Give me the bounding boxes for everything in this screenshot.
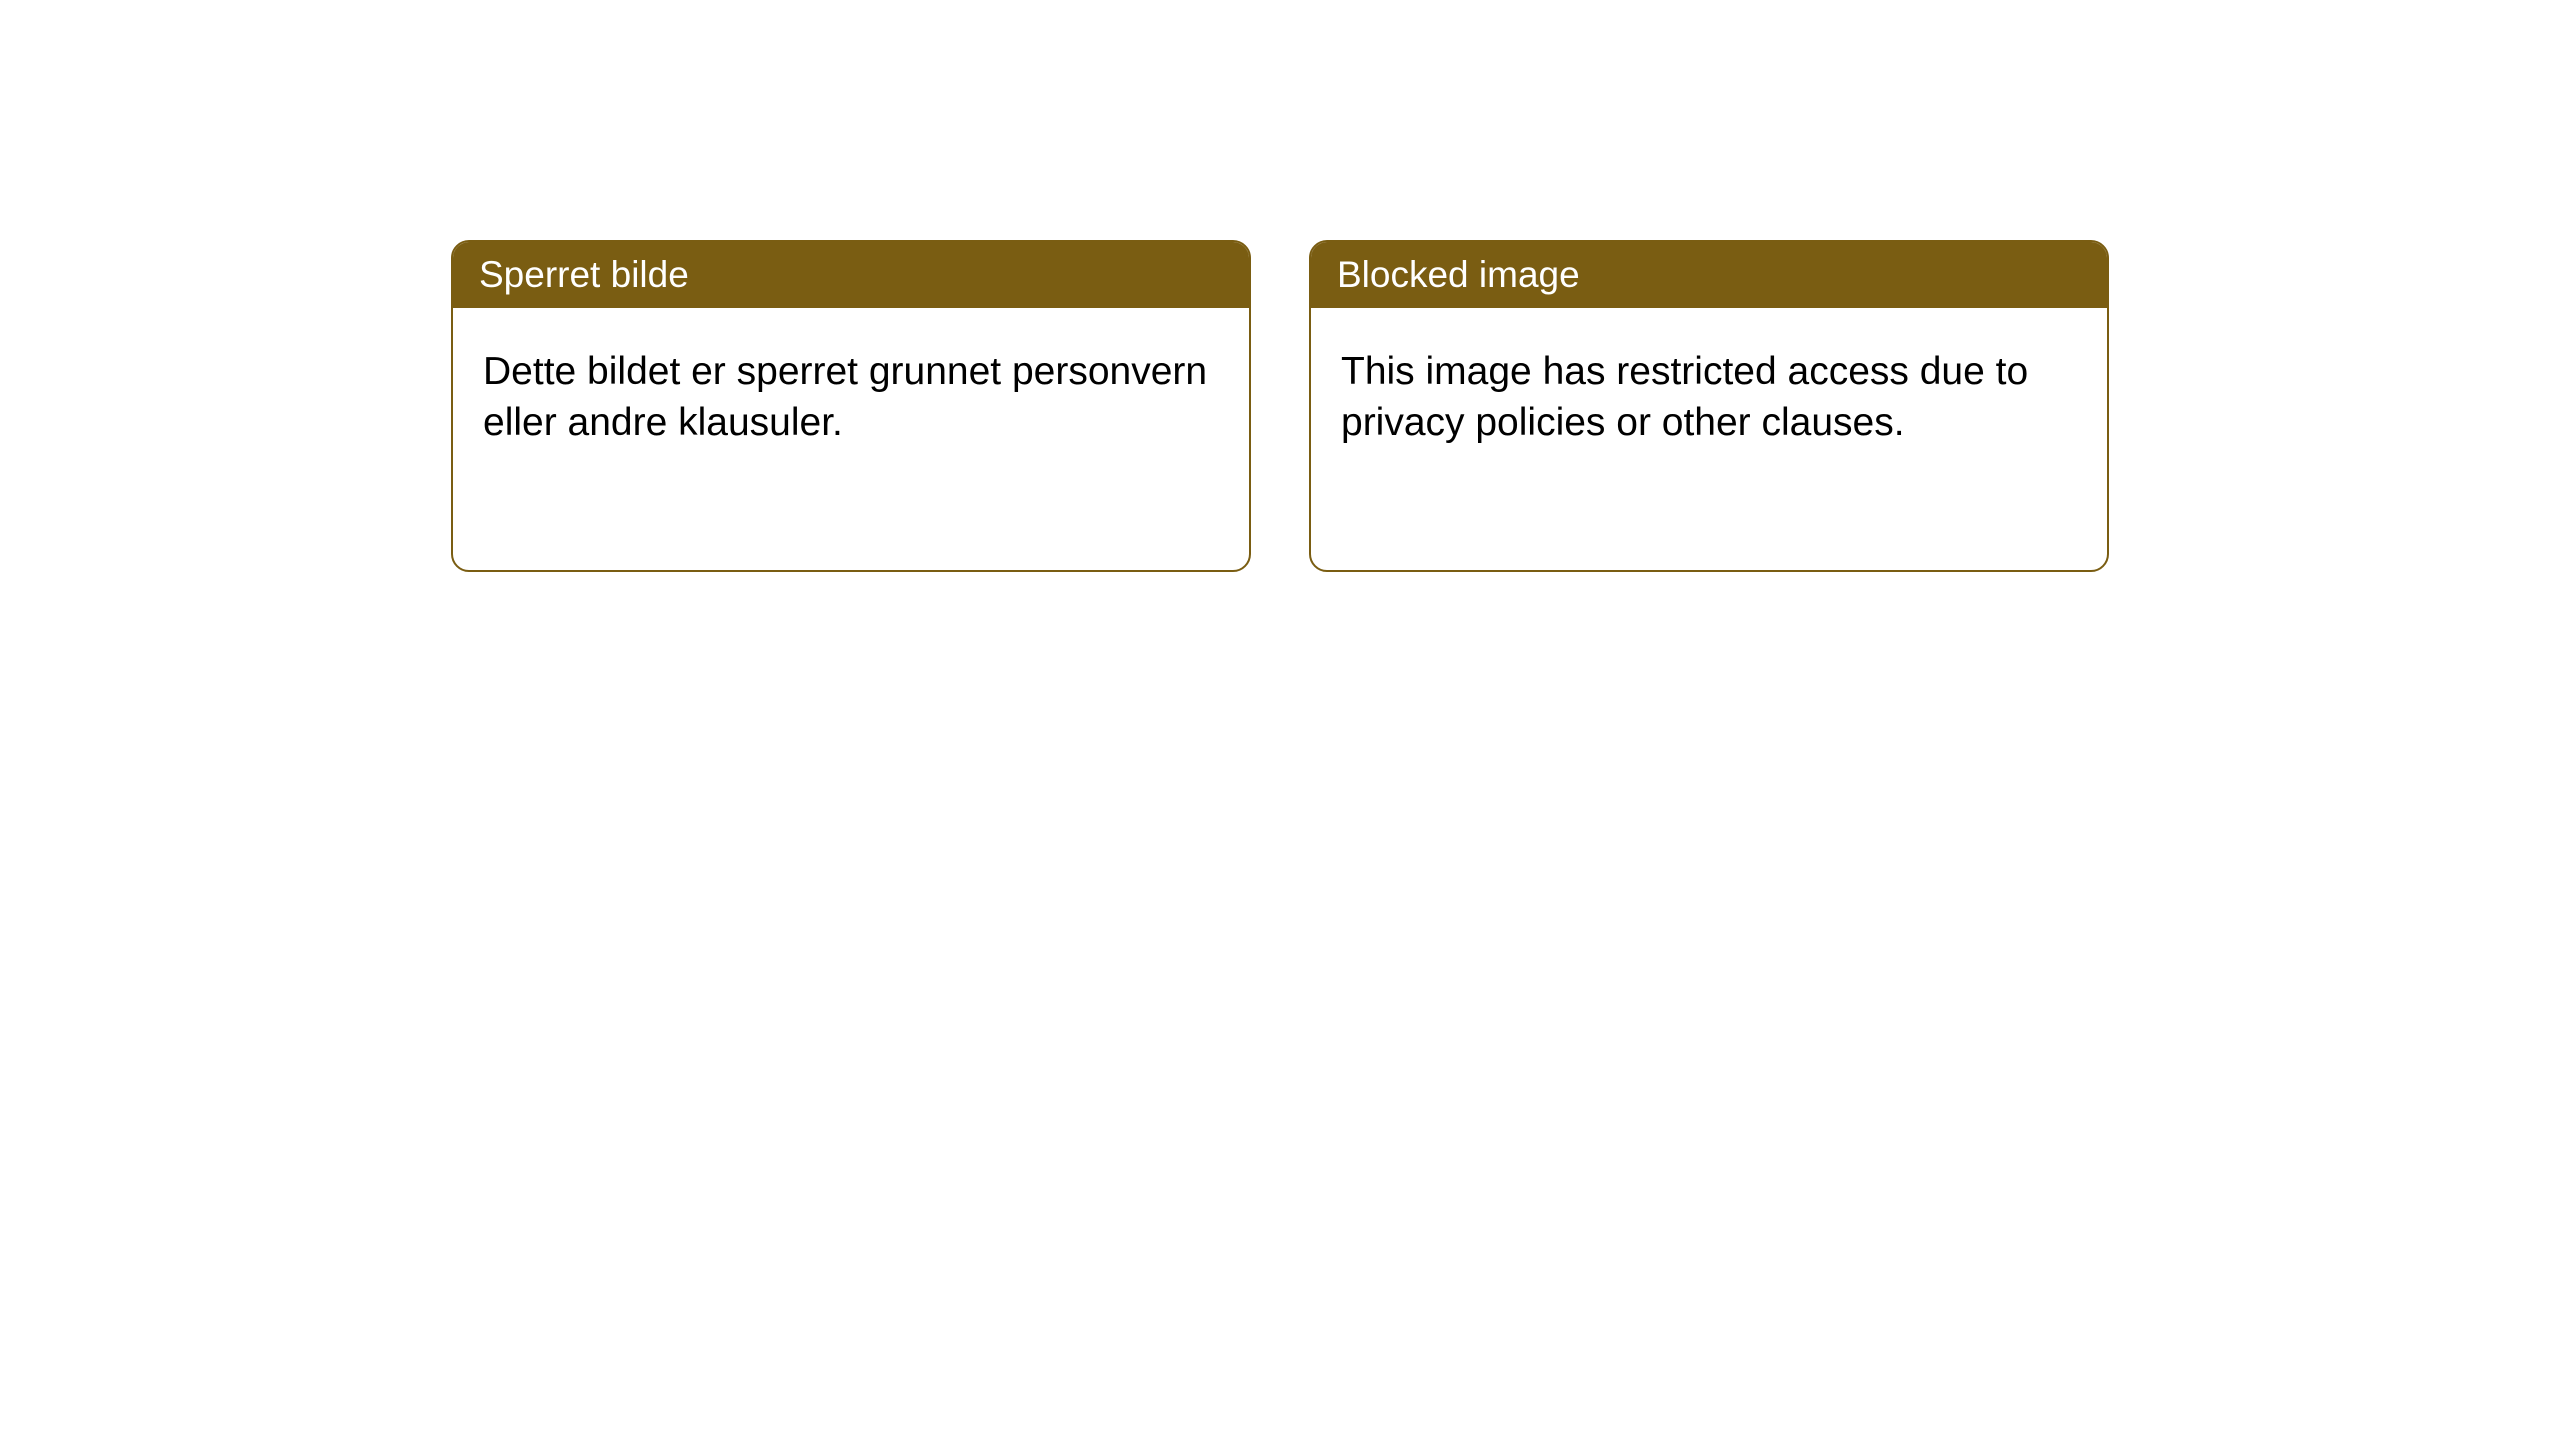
card-title-no: Sperret bilde xyxy=(479,254,689,295)
card-body-text-no: Dette bildet er sperret grunnet personve… xyxy=(483,350,1207,444)
card-container: Sperret bilde Dette bildet er sperret gr… xyxy=(451,240,2109,572)
card-header-no: Sperret bilde xyxy=(453,242,1249,308)
card-header-en: Blocked image xyxy=(1311,242,2107,308)
card-title-en: Blocked image xyxy=(1337,254,1580,295)
card-body-no: Dette bildet er sperret grunnet personve… xyxy=(453,308,1249,487)
blocked-image-card-en: Blocked image This image has restricted … xyxy=(1309,240,2109,572)
blocked-image-card-no: Sperret bilde Dette bildet er sperret gr… xyxy=(451,240,1251,572)
card-body-text-en: This image has restricted access due to … xyxy=(1341,350,2028,444)
card-body-en: This image has restricted access due to … xyxy=(1311,308,2107,487)
